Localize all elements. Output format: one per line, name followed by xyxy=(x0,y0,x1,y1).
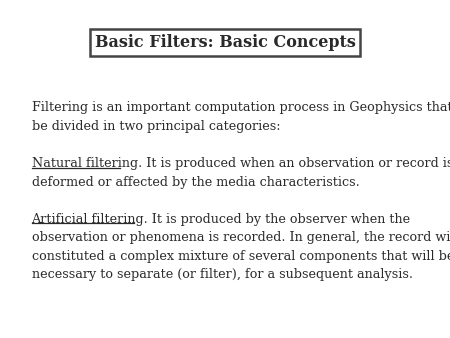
Text: Artificial filtering. It is produced by the observer when the
observation or phe: Artificial filtering. It is produced by … xyxy=(32,213,450,282)
Text: Basic Filters: Basic Concepts: Basic Filters: Basic Concepts xyxy=(94,34,356,51)
Text: Natural filtering. It is produced when an observation or record is
deformed or a: Natural filtering. It is produced when a… xyxy=(32,157,450,189)
Text: Filtering is an important computation process in Geophysics that can
be divided : Filtering is an important computation pr… xyxy=(32,101,450,133)
